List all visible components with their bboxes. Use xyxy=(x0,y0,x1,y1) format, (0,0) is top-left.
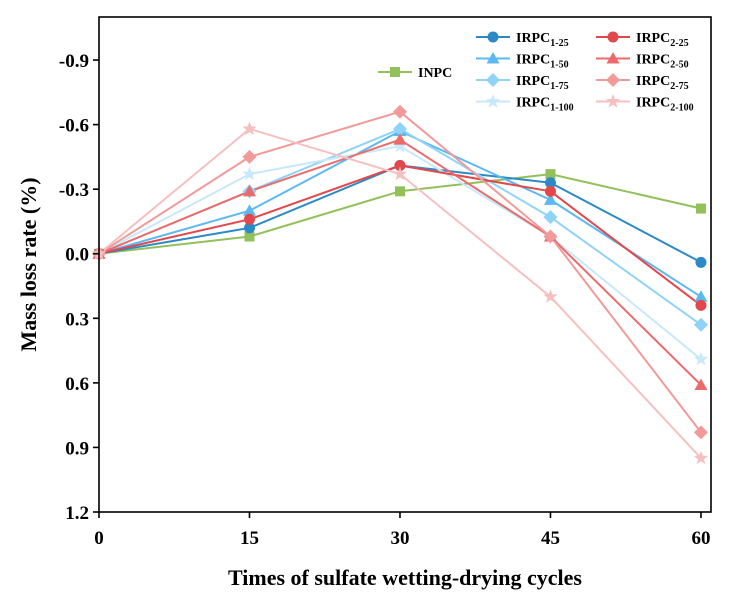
x-axis-title: Times of sulfate wetting-drying cycles xyxy=(228,565,582,590)
data-point-IRPC1-100 xyxy=(693,351,709,366)
data-point-INPC xyxy=(545,169,556,180)
y-axis-title: Mass loss rate (%) xyxy=(16,177,41,351)
data-point-IRPC2-25 xyxy=(695,299,707,311)
data-point-INPC xyxy=(244,231,255,242)
data-point-IRPC1-25 xyxy=(544,177,556,189)
y-tick-label: -0.9 xyxy=(59,51,89,72)
y-tick-label: 0.9 xyxy=(65,438,89,459)
legend-label-subscript: 2-75 xyxy=(670,81,688,92)
legend-label-subscript: 1-100 xyxy=(550,103,573,114)
legend-marker xyxy=(605,94,621,108)
data-point-INPC xyxy=(394,186,405,197)
data-point-IRPC1-75 xyxy=(543,210,558,225)
data-point-IRPC2-50 xyxy=(393,133,407,145)
x-tick-label: 60 xyxy=(691,528,710,549)
data-point-IRPC2-50 xyxy=(242,184,256,197)
legend-label-subscript: 2-25 xyxy=(670,38,688,49)
data-point-IRPC1-75 xyxy=(392,121,407,136)
data-point-IRPC2-75 xyxy=(392,104,407,119)
x-tick-label: 15 xyxy=(240,528,259,549)
y-tick-label: 0.0 xyxy=(65,245,89,266)
data-point-INPC xyxy=(695,203,706,214)
x-tick-label: 30 xyxy=(390,528,409,549)
legend-marker xyxy=(606,52,620,64)
legend-marker xyxy=(390,67,400,77)
plot-frame xyxy=(98,16,712,513)
data-point-IRPC2-100 xyxy=(392,166,408,181)
data-point-IRPC1-50 xyxy=(242,204,256,216)
y-tick-label: -0.6 xyxy=(59,116,89,137)
data-point-IRPC2-100 xyxy=(242,121,257,135)
data-point-IRPC1-50 xyxy=(694,290,708,302)
data-point-IRPC2-100 xyxy=(693,450,709,465)
legend-label-subscript: 1-25 xyxy=(550,38,568,49)
data-point-IRPC2-50 xyxy=(694,378,708,391)
x-tick-label: 0 xyxy=(94,528,104,549)
y-tick-label: -0.3 xyxy=(59,180,89,201)
legend-label: INPC xyxy=(418,66,452,81)
legend-entry-INPC: INPC xyxy=(378,66,452,81)
data-point-IRPC1-50 xyxy=(543,193,557,205)
data-point-IRPC1-25 xyxy=(243,222,255,234)
legend-marker xyxy=(485,94,501,108)
legend-marker xyxy=(486,73,500,87)
legend-marker xyxy=(606,73,620,87)
data-point-IRPC2-75 xyxy=(242,149,257,164)
y-tick-label: 1.2 xyxy=(65,503,89,524)
legend-marker xyxy=(486,52,500,64)
legend-label-subscript: 1-50 xyxy=(550,60,568,71)
data-point-IRPC1-100 xyxy=(392,138,408,153)
data-point-IRPC2-25 xyxy=(394,160,406,171)
data-point-IRPC2-75 xyxy=(543,229,558,244)
series-markers xyxy=(91,104,709,465)
data-point-IRPC1-100 xyxy=(242,166,257,181)
data-point-IRPC2-100 xyxy=(543,289,558,303)
data-point-IRPC2-25 xyxy=(544,185,556,197)
legend-label-subscript: 2-100 xyxy=(670,103,693,114)
data-point-IRPC1-75 xyxy=(693,317,708,332)
data-point-IRPC2-75 xyxy=(693,425,708,440)
y-tick-label: 0.6 xyxy=(65,374,89,395)
axis-ticks: 0 15 30 45 60 -0.9 -0.6 -0.3 0.0 0.3 0.6 0.9 1.2 xyxy=(59,51,711,549)
data-point-IRPC1-25 xyxy=(695,256,707,268)
legend-label-subscript: 2-50 xyxy=(670,60,688,71)
legend-marker xyxy=(607,31,619,43)
y-tick-label: 0.3 xyxy=(65,309,89,330)
legend-marker xyxy=(487,31,499,43)
x-tick-label: 45 xyxy=(541,528,560,549)
data-point-IRPC2-25 xyxy=(243,213,255,225)
legend-label-subscript: 1-75 xyxy=(550,81,568,92)
